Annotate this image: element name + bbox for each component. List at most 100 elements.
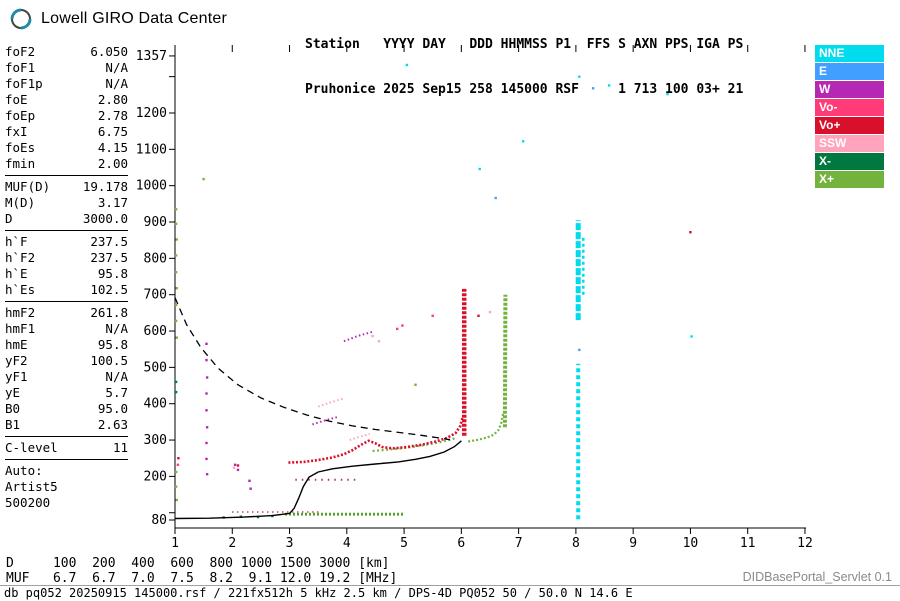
true-height-profile bbox=[174, 440, 462, 520]
noise-ssw bbox=[377, 340, 381, 343]
param-row-D: D 3000.0 bbox=[5, 211, 128, 227]
param-label: foE bbox=[5, 92, 28, 107]
param-label: hmE bbox=[5, 337, 28, 352]
param-value: 2.78 bbox=[97, 108, 128, 123]
param-label: foEs bbox=[5, 140, 36, 155]
noise-w-left-column bbox=[236, 468, 240, 472]
param-row-yF2: yF2 100.5 bbox=[5, 353, 128, 369]
noise-x-plus-left-column bbox=[174, 208, 178, 211]
param-row-foE: foE 2.80 bbox=[5, 92, 128, 108]
noise-ssw bbox=[488, 310, 492, 314]
station-header-values: Pruhonice 2025 Sep15 258 145000 RSF 1 71… bbox=[305, 82, 744, 97]
legend-item-e: E bbox=[815, 63, 884, 80]
x-tick-label: 10 bbox=[683, 536, 699, 551]
param-value: 95.8 bbox=[97, 337, 128, 352]
noise-nne bbox=[690, 335, 693, 338]
param-row-M(D): M(D) 3.17 bbox=[5, 195, 128, 211]
param-row-MUF(D): MUF(D) 19.178 bbox=[5, 179, 128, 195]
param-row-500200: 500200 bbox=[5, 495, 128, 511]
y-tick-label: 900 bbox=[144, 215, 167, 230]
param-label: C-level bbox=[5, 440, 58, 455]
param-label: h`E bbox=[5, 266, 28, 281]
noise-e bbox=[578, 348, 581, 352]
panel-divider bbox=[5, 175, 128, 176]
param-value: 4.15 bbox=[97, 140, 128, 155]
panel-divider bbox=[5, 436, 128, 437]
param-value: 2.63 bbox=[97, 417, 128, 432]
param-label: yE bbox=[5, 385, 21, 400]
o-trace bbox=[288, 417, 464, 464]
panel-divider bbox=[5, 230, 128, 231]
legend-item-ssw: SSW bbox=[815, 135, 884, 152]
x-tick-label: 5 bbox=[400, 536, 408, 551]
param-value: 95.8 bbox=[97, 266, 128, 281]
giro-logo-icon bbox=[10, 8, 32, 30]
param-label: hmF1 bbox=[5, 321, 36, 336]
param-row-B1: B1 2.63 bbox=[5, 417, 128, 433]
param-row-C-level: C-level 11 bbox=[5, 440, 128, 456]
noise-ssw bbox=[232, 466, 236, 469]
param-row-foF1: foF1 N/A bbox=[5, 60, 128, 76]
x-tick-label: 4 bbox=[343, 536, 351, 551]
logo-arc-bottom bbox=[20, 18, 32, 30]
noise-vo-plus bbox=[477, 314, 480, 317]
noise-w-left-column bbox=[205, 409, 208, 412]
y-tick-label: 800 bbox=[144, 251, 167, 266]
noise-x-minus bbox=[174, 390, 178, 394]
panel-divider bbox=[5, 459, 128, 460]
legend-item-nne: NNE bbox=[815, 45, 884, 62]
noise-nne bbox=[478, 167, 481, 171]
param-row-hmE: hmE 95.8 bbox=[5, 337, 128, 353]
ssw-streak-1 bbox=[317, 397, 345, 408]
y-tick-label: 200 bbox=[144, 469, 167, 484]
param-value: 6.75 bbox=[97, 124, 128, 139]
param-value: 237.5 bbox=[90, 250, 128, 265]
param-row-Artist5: Artist5 bbox=[5, 479, 128, 495]
x-tick-label: 7 bbox=[515, 536, 523, 551]
noise-x-plus-left-column bbox=[174, 222, 178, 225]
param-row-foEs: foEs 4.15 bbox=[5, 140, 128, 156]
param-value: 11 bbox=[112, 440, 128, 455]
param-row-foF2: foF2 6.050 bbox=[5, 44, 128, 60]
noise-x-plus-left-column bbox=[174, 485, 178, 488]
noise-x-minus bbox=[271, 514, 274, 518]
param-label: foF1p bbox=[5, 76, 43, 91]
noise-x-minus bbox=[239, 515, 243, 518]
noise-x-plus-left-column bbox=[174, 271, 178, 274]
noise-nne bbox=[522, 140, 525, 143]
station-header: Station YYYY DAY DDD HHMMSS P1 FFS S AXN… bbox=[305, 7, 743, 112]
noise-x-plus-left-column bbox=[175, 287, 178, 290]
param-label: yF1 bbox=[5, 369, 28, 384]
noise-x-plus-left-column bbox=[174, 303, 178, 307]
param-row-fmin: fmin 2.00 bbox=[5, 156, 128, 172]
legend-item-w: W bbox=[815, 81, 884, 98]
y-tick-label: 1000 bbox=[136, 179, 167, 194]
y-tick-label: 1357 bbox=[136, 49, 167, 64]
noise-w-left-column bbox=[249, 487, 252, 490]
x-tick-label: 6 bbox=[457, 536, 465, 551]
param-label: B0 bbox=[5, 401, 21, 416]
param-label: h`Es bbox=[5, 282, 36, 297]
x-trace bbox=[468, 412, 505, 443]
legend-item-x: X+ bbox=[815, 171, 884, 188]
w-streak-high bbox=[343, 330, 373, 343]
param-label: hmF2 bbox=[5, 305, 36, 320]
param-label: yF2 bbox=[5, 353, 28, 368]
noise-e bbox=[494, 196, 497, 200]
w-streak-mid bbox=[312, 415, 339, 426]
x-trace-asymptote bbox=[502, 294, 508, 428]
noise-w-left-column bbox=[205, 426, 209, 429]
y-tick-label: 500 bbox=[144, 360, 167, 375]
y-tick-label: 300 bbox=[144, 433, 167, 448]
noise-w-left-column bbox=[205, 342, 208, 345]
legend-item-vo: Vo- bbox=[815, 99, 884, 116]
param-label: h`F bbox=[5, 234, 28, 249]
status-bar: db pq052 20250915 145000.rsf / 221fx512h… bbox=[0, 585, 900, 601]
noise-vo-minus bbox=[396, 327, 399, 331]
noise-x-plus-left-column bbox=[175, 238, 178, 241]
param-label: foF1 bbox=[5, 60, 36, 75]
param-label: 500200 bbox=[5, 495, 51, 510]
noise-w-left-column bbox=[233, 463, 237, 466]
legend-item-vo: Vo+ bbox=[815, 117, 884, 134]
param-value: 95.0 bbox=[97, 401, 128, 416]
